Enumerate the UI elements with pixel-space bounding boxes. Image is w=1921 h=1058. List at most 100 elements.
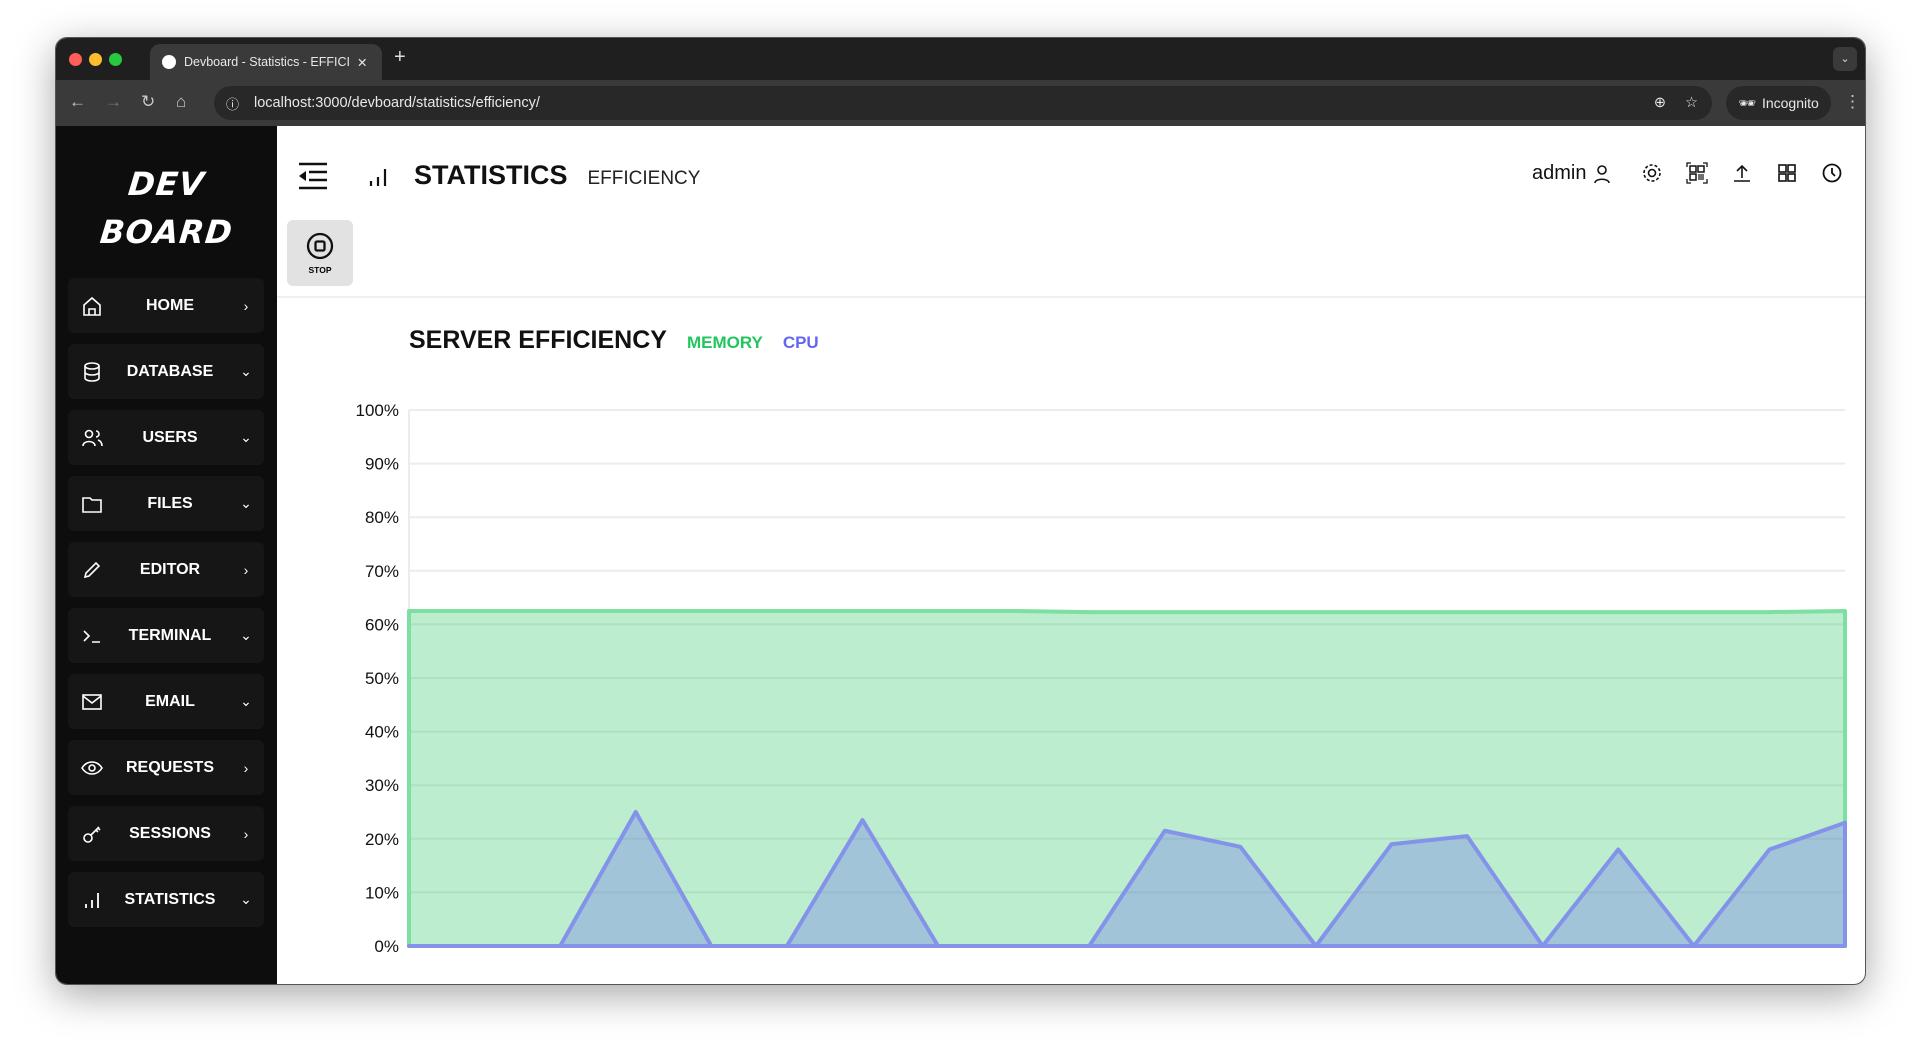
chevron-right-icon: › [243,297,249,314]
folder-icon [72,493,112,515]
sidebar-item-files[interactable]: FILES ⌄ [68,476,264,531]
area-cpu [407,810,1847,948]
sidebar-item-label: DATABASE [126,362,214,380]
y-tick-label: 40% [365,723,399,742]
upload-icon[interactable] [1731,162,1753,184]
sidebar-item-label: USERS [142,428,198,446]
url-text: localhost:3000/devboard/statistics/effic… [254,95,540,111]
incognito-badge[interactable]: 🕶 Incognito [1726,86,1831,120]
chevron-down-icon: ⌄ [240,627,252,643]
y-tick-label: 100% [356,401,399,420]
collapse-sidebar-icon[interactable] [297,162,329,195]
page-title: STATISTICS [414,160,568,190]
browser-tab[interactable]: Devboard - Statistics - EFFICIENCY ✕ [150,44,382,80]
pencil-icon [72,559,112,581]
chart-header: SERVER EFFICIENCY MEMORY CPU [409,326,819,355]
chevron-down-icon: ⌄ [240,363,252,379]
stop-button[interactable]: STOP [287,220,353,286]
bar-chart-icon [367,166,389,193]
tab-search-chevron-icon[interactable]: ⌄ [1833,47,1857,71]
zoom-icon[interactable]: ⊕ [1653,95,1666,111]
chevron-down-icon: ⌄ [240,429,252,445]
y-tick-label: 60% [365,615,399,634]
efficiency-chart: 0% 10% 20% 30% 40% 50% 60% 70% 80% 90% 100% [356,401,1847,956]
legend-cpu[interactable]: CPU [782,333,819,352]
chevron-right-icon: › [243,759,249,776]
incognito-label: Incognito [1761,95,1819,111]
header-divider [277,296,1865,298]
reload-icon[interactable]: ↻ [141,92,156,111]
close-window-button[interactable] [69,53,82,66]
sidebar-item-home[interactable]: HOME › [68,278,264,333]
y-tick-label: 0% [374,937,399,956]
sidebar-item-label: STATISTICS [124,890,216,908]
bar-chart-icon [72,889,112,911]
sidebar-item-email[interactable]: EMAIL ⌄ [68,674,264,729]
mail-icon [72,691,112,713]
close-tab-icon[interactable]: ✕ [357,55,368,70]
y-tick-label: 20% [365,830,399,849]
bookmark-star-icon[interactable]: ☆ [1685,95,1698,111]
stop-icon [306,232,334,260]
legend-memory[interactable]: MEMORY [686,333,763,352]
maximize-window-button[interactable] [109,53,122,66]
settings-icon[interactable] [1641,162,1663,184]
user-menu[interactable]: admin [1532,162,1612,185]
home-browser-icon[interactable]: ⌂ [176,92,187,111]
clock-icon[interactable] [1821,162,1843,184]
address-bar[interactable]: ⓘ localhost:3000/devboard/statistics/eff… [214,86,1712,120]
y-tick-label: 30% [365,776,399,795]
chevron-down-icon: ⌄ [240,693,252,709]
y-tick-label: 70% [365,562,399,581]
database-icon [72,361,112,383]
chevron-right-icon: › [243,561,249,578]
chart-title: SERVER EFFICIENCY [409,326,667,354]
site-info-icon[interactable]: ⓘ [226,96,240,112]
sidebar-item-editor[interactable]: EDITOR › [68,542,264,597]
sidebar-item-requests[interactable]: REQUESTS › [68,740,264,795]
eye-icon [72,757,112,779]
qr-code-icon[interactable] [1686,162,1708,184]
y-tick-label: 10% [365,883,399,902]
chevron-down-icon: ⌄ [240,495,252,511]
user-icon [1594,164,1611,183]
grid-icon[interactable] [1776,162,1798,184]
sidebar-item-label: FILES [147,494,193,512]
users-icon [72,427,112,449]
browser-toolbar: ← → ↻ ⌂ ⓘ localhost:3000/devboard/statis… [56,80,1865,126]
logo: BOARD [98,213,235,251]
sidebar-item-users[interactable]: USERS ⌄ [68,410,264,465]
y-tick-label: 50% [365,669,399,688]
username: admin [1532,162,1587,184]
new-tab-button[interactable]: + [394,46,406,68]
sidebar: DEV BOARD HOME › DATABASE ⌄ USERS ⌄ FILES ⌄ EDIT… [56,126,277,984]
tab-title: Devboard - Statistics - EFFICIENCY [184,55,349,69]
logo: DEV [126,165,207,203]
incognito-icon: 🕶 [1738,94,1756,111]
terminal-icon [72,625,112,647]
back-icon[interactable]: ← [69,92,86,111]
tab-bar: Devboard - Statistics - EFFICIENCY ✕ + ⌄ [56,38,1865,80]
page-header: STATISTICS EFFICIENCY [414,160,700,191]
browser-menu-icon[interactable]: ⋮ [1844,92,1861,111]
y-tick-label: 90% [365,455,399,474]
forward-icon[interactable]: → [105,92,122,111]
sidebar-item-label: EDITOR [139,560,201,578]
favicon-icon [162,55,176,69]
key-icon [72,823,112,845]
home-icon [72,295,112,317]
sidebar-item-sessions[interactable]: SESSIONS › [68,806,264,861]
sidebar-item-label: SESSIONS [129,824,211,842]
chevron-right-icon: › [243,825,249,842]
minimize-window-button[interactable] [89,53,102,66]
stop-label: STOP [308,265,332,275]
browser-window: Devboard - Statistics - EFFICIENCY ✕ + ⌄… [55,37,1866,985]
sidebar-item-statistics[interactable]: STATISTICS ⌄ [68,872,264,927]
chevron-down-icon: ⌄ [240,891,252,907]
page-subtitle: EFFICIENCY [587,168,701,189]
sidebar-item-label: HOME [146,296,194,314]
sidebar-item-terminal[interactable]: TERMINAL ⌄ [68,608,264,663]
sidebar-item-database[interactable]: DATABASE ⌄ [68,344,264,399]
y-tick-label: 80% [365,508,399,527]
sidebar-item-label: EMAIL [145,692,195,710]
